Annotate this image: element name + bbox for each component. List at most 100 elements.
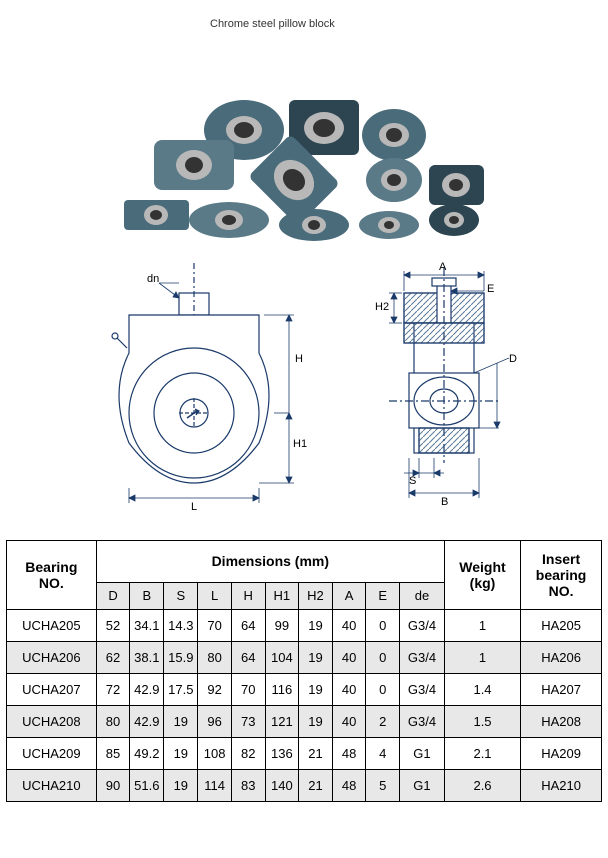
table-row: UCHA2077242.917.5927011619400G3/41.4HA20… (7, 674, 602, 706)
cell-E: 0 (366, 674, 400, 706)
diagram-label-E: E (487, 283, 494, 295)
cell-de: G3/4 (400, 610, 445, 642)
cell-bearing: UCHA208 (7, 706, 97, 738)
th-S: S (164, 582, 198, 609)
cell-L: 108 (198, 738, 232, 770)
th-H1: H1 (265, 582, 299, 609)
cell-H2: 19 (299, 706, 333, 738)
cell-insert: HA207 (521, 674, 602, 706)
cell-bearing: UCHA205 (7, 610, 97, 642)
cell-H1: 116 (265, 674, 299, 706)
cell-H: 64 (231, 610, 265, 642)
cell-H1: 140 (265, 770, 299, 802)
cell-insert: HA210 (521, 770, 602, 802)
cell-de: G3/4 (400, 674, 445, 706)
cell-H2: 19 (299, 642, 333, 674)
cell-E: 0 (366, 610, 400, 642)
cell-A: 40 (332, 674, 366, 706)
cell-D: 62 (96, 642, 130, 674)
cell-bearing: UCHA206 (7, 642, 97, 674)
cell-de: G1 (400, 738, 445, 770)
cell-A: 40 (332, 706, 366, 738)
cell-de: G1 (400, 770, 445, 802)
cell-S: 19 (164, 706, 198, 738)
cell-H2: 21 (299, 738, 333, 770)
cell-L: 70 (198, 610, 232, 642)
cell-B: 42.9 (130, 674, 164, 706)
cell-E: 4 (366, 738, 400, 770)
cell-bearing: UCHA209 (7, 738, 97, 770)
dimensions-table: Bearing NO. Dimensions (mm) Weight (kg) … (6, 540, 602, 802)
cell-E: 2 (366, 706, 400, 738)
th-H2: H2 (299, 582, 333, 609)
cell-insert: HA208 (521, 706, 602, 738)
diagram-label-B: B (441, 496, 448, 508)
cell-A: 40 (332, 642, 366, 674)
cell-H1: 99 (265, 610, 299, 642)
cell-D: 72 (96, 674, 130, 706)
cell-H2: 21 (299, 770, 333, 802)
th-de: de (400, 582, 445, 609)
cell-S: 17.5 (164, 674, 198, 706)
cell-B: 42.9 (130, 706, 164, 738)
technical-diagram: dn H H1 L (79, 260, 529, 520)
th-bearing-no: Bearing NO. (7, 541, 97, 610)
cell-insert: HA205 (521, 610, 602, 642)
cell-H: 70 (231, 674, 265, 706)
cell-H: 83 (231, 770, 265, 802)
cell-de: G3/4 (400, 706, 445, 738)
th-weight: Weight (kg) (444, 541, 520, 610)
cell-A: 48 (332, 738, 366, 770)
cell-L: 114 (198, 770, 232, 802)
diagram-label-L: L (191, 501, 197, 513)
cell-insert: HA206 (521, 642, 602, 674)
cell-E: 0 (366, 642, 400, 674)
cell-D: 52 (96, 610, 130, 642)
cell-B: 51.6 (130, 770, 164, 802)
cell-H: 64 (231, 642, 265, 674)
cell-B: 34.1 (130, 610, 164, 642)
cell-H: 82 (231, 738, 265, 770)
diagram-label-S: S (409, 475, 416, 487)
cell-H1: 104 (265, 642, 299, 674)
cell-de: G3/4 (400, 642, 445, 674)
cell-weight: 1 (444, 610, 520, 642)
diagram-label-D: D (509, 353, 517, 365)
table-row: UCHA2055234.114.370649919400G3/41HA205 (7, 610, 602, 642)
th-D: D (96, 582, 130, 609)
cell-S: 15.9 (164, 642, 198, 674)
page-title: Chrome steel pillow block (0, 0, 608, 30)
th-B: B (130, 582, 164, 609)
cell-H1: 121 (265, 706, 299, 738)
cell-S: 19 (164, 738, 198, 770)
cell-L: 92 (198, 674, 232, 706)
diagram-label-H: H (295, 353, 303, 365)
cell-weight: 2.1 (444, 738, 520, 770)
cell-weight: 1.4 (444, 674, 520, 706)
product-photo (114, 70, 494, 250)
diagram-label-dn: dn (147, 273, 159, 285)
cell-weight: 1 (444, 642, 520, 674)
cell-H2: 19 (299, 674, 333, 706)
cell-H1: 136 (265, 738, 299, 770)
cell-L: 96 (198, 706, 232, 738)
cell-H: 73 (231, 706, 265, 738)
cell-bearing: UCHA210 (7, 770, 97, 802)
cell-weight: 1.5 (444, 706, 520, 738)
th-A: A (332, 582, 366, 609)
th-dimensions: Dimensions (mm) (96, 541, 444, 583)
cell-L: 80 (198, 642, 232, 674)
cell-D: 90 (96, 770, 130, 802)
th-insert-no: Insert bearing NO. (521, 541, 602, 610)
table-row: UCHA2109051.6191148314021485G12.6HA210 (7, 770, 602, 802)
cell-B: 49.2 (130, 738, 164, 770)
diagram-label-H1: H1 (293, 438, 307, 450)
diagram-label-H2: H2 (375, 301, 389, 313)
cell-insert: HA209 (521, 738, 602, 770)
diagram-label-A: A (439, 261, 446, 273)
cell-D: 85 (96, 738, 130, 770)
cell-H2: 19 (299, 610, 333, 642)
th-H: H (231, 582, 265, 609)
table-row: UCHA2066238.115.9806410419400G3/41HA206 (7, 642, 602, 674)
cell-E: 5 (366, 770, 400, 802)
